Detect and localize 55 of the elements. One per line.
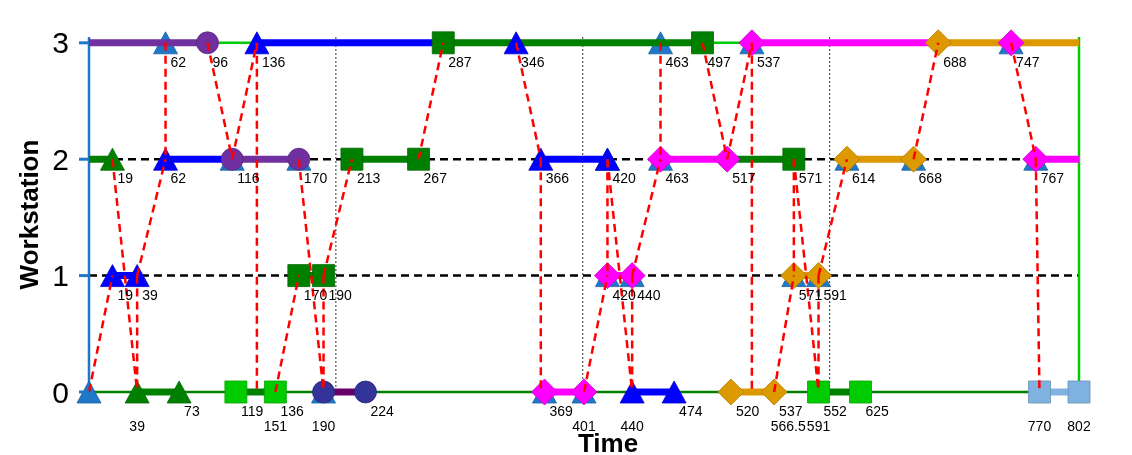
annotation: 420 [612,286,637,303]
y-axis-title: Workstation [14,139,44,290]
x-tick-label: 566.5 [770,418,807,434]
annotation: 369 [549,402,574,419]
x-tick-label: 802 [1067,418,1091,434]
annotation: 267 [423,170,448,187]
annotation: 463 [665,170,690,187]
annotation: 136 [280,402,304,419]
x-tick-label: 151 [263,418,288,434]
x-tick-label: 591 [806,418,831,434]
annotation: 474 [679,402,703,419]
annotation: 517 [732,170,756,187]
annotation: 571 [798,170,823,187]
y-tick-label: 1 [52,259,69,293]
annotation: 62 [170,170,187,187]
annotation: 747 [1016,53,1040,70]
annotation: 73 [184,402,200,419]
annotation: 287 [448,53,472,70]
x-tick-label: 440 [620,418,645,434]
annotation: 39 [142,286,158,303]
annotation: 440 [637,286,661,303]
annotation: 520 [735,402,760,419]
x-tick-label: 39 [129,418,146,434]
annotation: 463 [665,53,690,70]
annotation: 420 [612,170,637,187]
y-tick-label: 0 [52,375,69,409]
annotation: 591 [823,286,848,303]
annotation: 224 [370,402,395,419]
annotation: 767 [1040,170,1065,187]
annotation: 571 [798,286,823,303]
annotation: 19 [117,170,134,187]
annotation: 688 [943,53,967,70]
annotation: 119 [240,402,264,419]
x-tick-label: 190 [311,418,336,434]
annotation: 537 [756,53,781,70]
annotation: 19 [117,286,134,303]
annotation: 497 [707,53,732,70]
y-tick-label: 2 [52,142,69,176]
annotation: 537 [779,402,803,419]
annotation: 625 [865,402,890,419]
annotation: 552 [823,402,848,419]
annotation: 96 [212,53,229,70]
annotation: 366 [545,170,570,187]
annotation: 116 [237,170,260,187]
annotation: 170 [303,286,328,303]
annotation: 62 [170,53,187,70]
annotation: 668 [918,170,943,187]
annotation: 213 [356,170,381,187]
annotation: 136 [261,53,286,70]
annotation: 190 [328,286,353,303]
annotation: 346 [521,53,545,70]
y-tick-label: 3 [52,26,69,60]
annotation: 170 [303,170,328,187]
x-tick-label: 770 [1027,418,1052,434]
annotation: 614 [851,170,876,187]
